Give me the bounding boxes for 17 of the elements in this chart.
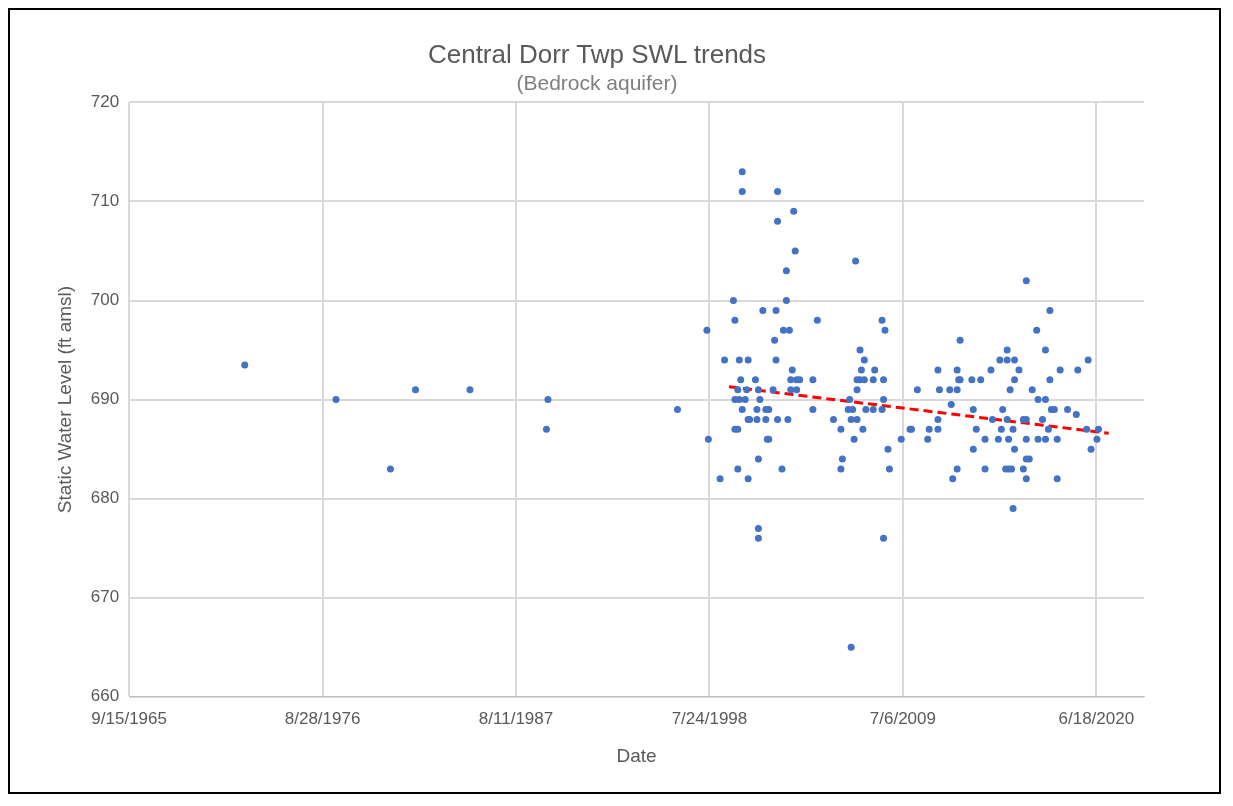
y-tick-label: 680 bbox=[90, 488, 120, 508]
y-tick-label: 660 bbox=[90, 686, 120, 706]
chart-title: Central Dorr Twp SWL trends bbox=[427, 38, 767, 69]
x-tick-label: 6/18/2020 bbox=[1058, 708, 1135, 728]
y-tick-label: 690 bbox=[90, 389, 120, 409]
x-tick-label: 9/15/1965 bbox=[91, 708, 167, 728]
x-tick-label: 7/24/1998 bbox=[671, 708, 748, 728]
x-tick-label: 7/6/2009 bbox=[869, 708, 936, 728]
x-axis-title: Date bbox=[616, 744, 657, 766]
y-tick-label: 700 bbox=[90, 290, 120, 310]
y-tick-label: 720 bbox=[90, 92, 120, 112]
y-axis-title: Static Water Level (ft amsl) bbox=[53, 285, 75, 514]
y-tick-label: 710 bbox=[90, 191, 120, 211]
y-tick-label: 670 bbox=[90, 587, 120, 607]
chart-subtitle: (Bedrock aquifer) bbox=[516, 70, 678, 94]
x-tick-label: 8/11/1987 bbox=[478, 708, 554, 728]
x-tick-label: 8/28/1976 bbox=[284, 708, 361, 728]
